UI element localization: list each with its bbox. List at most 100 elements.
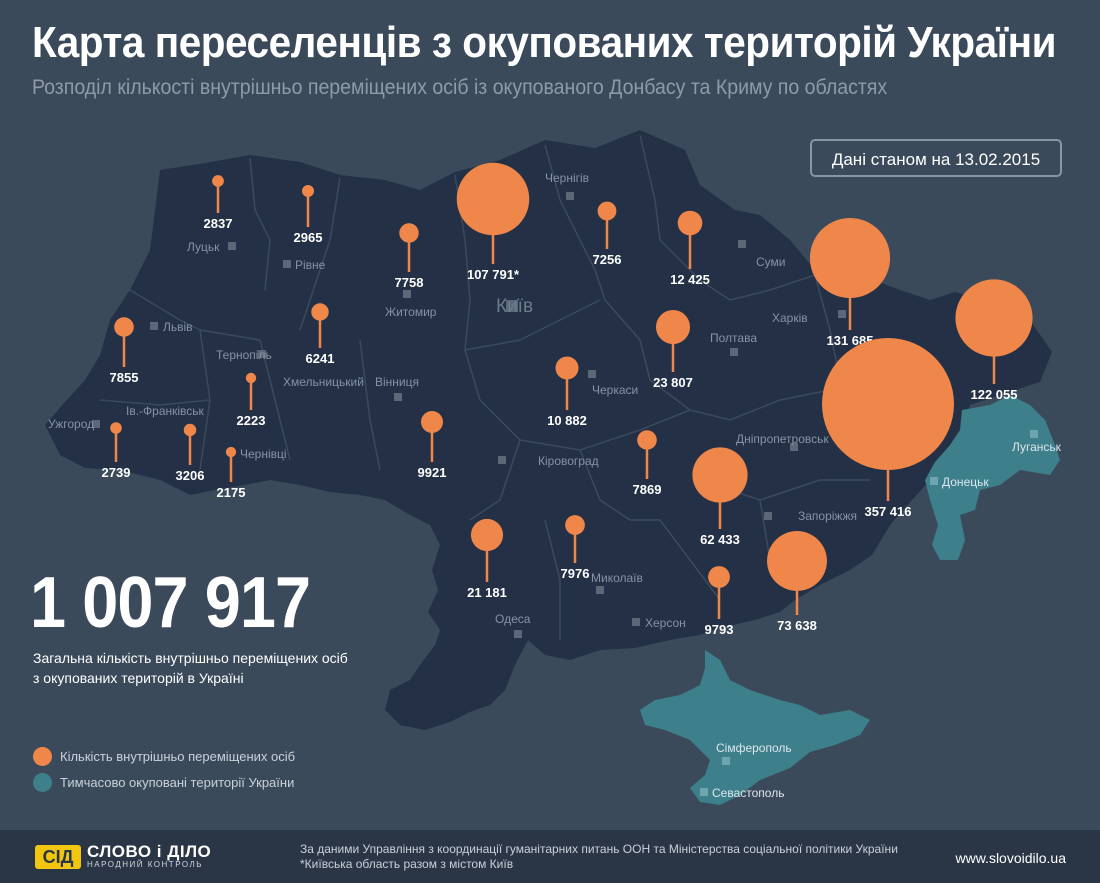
marker-value: 7256 [593,252,622,267]
marker-circle [809,217,891,299]
legend-displaced-label: Кількість внутрішньо переміщених осіб [60,749,296,764]
city-name: Полтава [710,331,757,345]
marker-value: 21 181 [467,585,507,600]
marker-circle [597,201,617,221]
legend-occupied-label: Тимчасово окуповані території України [60,775,295,790]
marker-value: 12 425 [670,272,710,287]
marker-circle [555,356,579,380]
marker-circle [183,423,197,437]
marker-circle [677,210,703,236]
total-description-line1: Загальна кількість внутрішньо переміщени… [33,650,348,666]
orange-dot-icon [33,747,52,766]
city-name: Вінниця [375,375,419,389]
city-name: Сімферополь [716,741,792,755]
marker-value: 2739 [102,465,131,480]
occupied-city-markers [700,430,1038,796]
marker-value: 7758 [395,275,424,290]
total-count: 1 007 917 [30,563,311,643]
city-name: Луцьк [187,240,220,254]
logo-name: СЛОВО і ДІЛО [87,842,212,861]
marker-circle [767,531,827,591]
city-name: Дніпропетровськ [736,432,829,446]
marker-value: 2175 [217,485,246,500]
marker-circle [301,184,315,198]
footer: СІД СЛОВО і ДІЛО НАРОДНИЙ КОНТРОЛЬ За да… [0,830,1100,883]
date-note: Дані станом на 13.02.2015 [810,139,1062,177]
marker-value: 6241 [306,351,335,366]
marker-circle [225,446,237,458]
city-name: Миколаїв [591,571,643,585]
city-name: Тернопіль [216,348,272,362]
marker-value: 2965 [294,230,323,245]
marker-value: 2223 [237,413,266,428]
city-name: Харків [772,311,808,325]
city-name: Донецьк [942,475,989,489]
marker-value: 23 807 [653,375,693,390]
city-name: Луганськ [1012,440,1062,454]
marker-circle [456,162,530,236]
marker-value: 2837 [204,216,233,231]
source-note: За даними Управління з координації гуман… [300,842,898,872]
city-name: Запоріжжя [798,509,857,523]
legend-displaced: Кількість внутрішньо переміщених осіб [33,747,295,766]
city-name: Ів.-Франківськ [126,404,205,418]
marker-value: 10 882 [547,413,587,428]
city-name-kyiv: Київ [496,296,533,317]
city-name: Чернівці [240,447,287,461]
marker-circle [708,566,730,588]
city-name: Житомир [385,305,437,319]
marker-circle [110,422,122,434]
marker-value: 122 055 [971,387,1018,402]
marker-circle [311,303,329,321]
logo[interactable]: СІД СЛОВО і ДІЛО НАРОДНИЙ КОНТРОЛЬ [35,842,212,870]
city-markers [92,192,846,638]
marker-circle [470,518,504,552]
total-description-line2: з окупованих територій в Україні [33,670,244,686]
website-link[interactable]: www.slovoidilo.ua [955,850,1067,866]
source-line2: *Київська область разом з містом Київ [300,857,514,871]
city-name: Хмельницький [283,375,364,389]
occupied-crimea [640,650,870,805]
marker-circle [655,309,691,345]
marker-circle [421,411,443,433]
marker-circle [822,338,954,470]
marker-value: 357 416 [865,504,912,519]
marker-circle [637,430,657,450]
marker-circle [212,175,224,187]
city-name: Черкаси [592,383,638,397]
marker-value: 9793 [705,622,734,637]
marker-circle [114,317,134,337]
marker-value: 3206 [176,468,205,483]
total-description: Загальна кількість внутрішньо переміщени… [33,648,413,688]
source-line1: За даними Управління з координації гуман… [300,842,898,856]
city-name: Севастополь [712,786,784,800]
oblast-borders [99,134,870,640]
marker-circle [692,447,748,503]
city-name: Чернігів [545,171,589,185]
marker-value: 7976 [561,566,590,581]
marker-circle [245,372,257,384]
city-name: Суми [756,255,785,269]
marker-value: 7855 [110,370,139,385]
city-name: Рівне [295,258,326,272]
marker-value: 9921 [418,465,447,480]
teal-dot-icon [33,773,52,792]
logo-tagline: НАРОДНИЙ КОНТРОЛЬ [87,860,203,869]
marker-circle [565,515,585,535]
marker-circle [955,279,1033,357]
logo-mark-icon: СІД [35,845,81,869]
occupied-donbas [925,395,1060,560]
city-name: Ужгород [48,417,94,431]
marker-value: 73 638 [777,618,817,633]
page-title: Карта переселенців з окупованих територі… [32,18,1057,67]
city-name: Львів [163,320,193,334]
legend-occupied: Тимчасово окуповані території України [33,773,294,792]
marker-value: 62 433 [700,532,740,547]
marker-value: 107 791* [467,267,520,282]
marker-value: 7869 [633,482,662,497]
city-name: Кіровоград [538,454,599,468]
page-subtitle: Розподіл кількості внутрішньо переміщени… [32,76,888,99]
city-name: Одеса [495,612,531,626]
